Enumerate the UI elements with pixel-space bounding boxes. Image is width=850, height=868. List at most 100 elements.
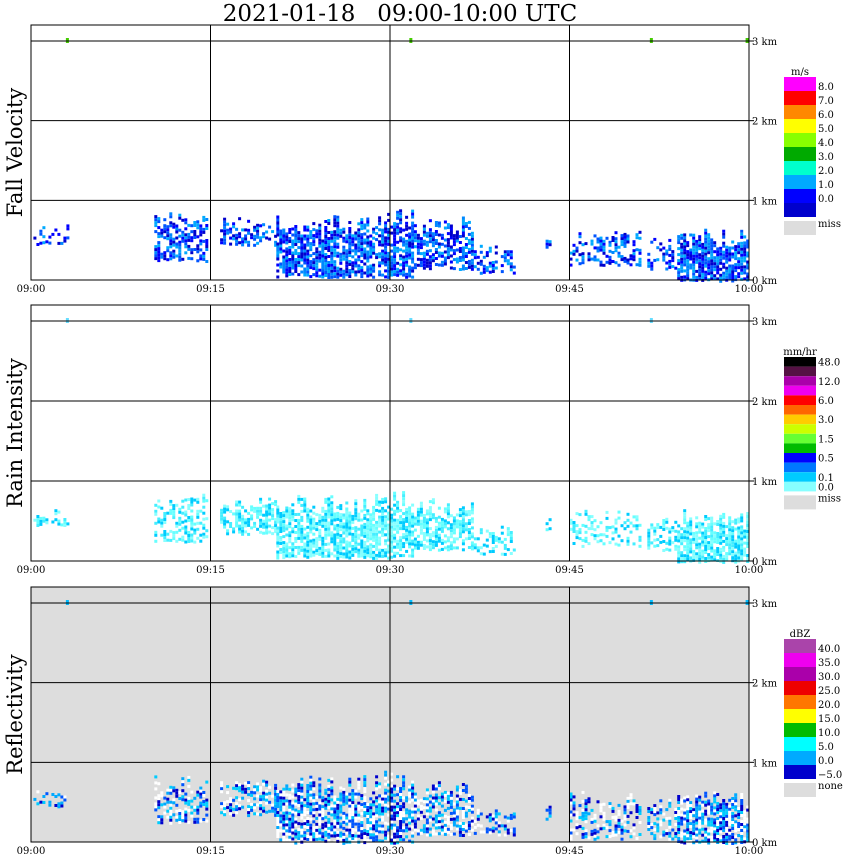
echo-cell [707,553,711,557]
echo-cell [425,791,429,795]
echo-cell [737,550,741,554]
echo-cell [375,529,379,533]
x-tick-label: 09:45 [555,284,584,295]
echo-cell [503,250,507,254]
echo-cell [372,833,376,837]
echo-cell [363,516,367,520]
echo-cell [384,224,388,228]
echo-cell [402,838,406,842]
echo-cell [632,802,636,806]
echo-cell [60,523,64,527]
echo-cell [701,275,705,279]
echo-cell [372,266,376,270]
echo-cell [683,509,687,513]
echo-cell [485,538,489,542]
echo-cell [360,218,364,222]
echo-cell [253,806,257,810]
echo-cell [707,544,711,548]
echo-cell [199,801,203,805]
echo-cell [393,787,397,791]
echo-cell [440,263,444,267]
echo-cell [339,816,343,820]
echo-cell [488,270,492,274]
echo-cell [336,245,340,249]
echo-cell [443,220,447,224]
echo-cell [306,835,310,838]
echo-cell [611,260,615,263]
echo-cell [419,261,423,265]
echo-cell [662,252,666,256]
echo-cell [737,517,741,521]
echo-cell [345,267,349,271]
echo-cell [449,526,453,530]
echo-cell [366,229,370,233]
echo-cell [638,230,642,234]
echo-cell [297,252,301,256]
echo-cell [689,831,693,835]
echo-cell [626,539,630,543]
echo-cell [318,789,322,793]
echo-cell [731,544,735,548]
echo-cell [402,533,406,537]
echo-cell [686,828,690,832]
echo-cell [348,816,352,820]
echo-cell [282,544,286,548]
echo-cell [390,543,394,547]
echo-cell [333,224,337,228]
echo-cell [461,530,465,534]
echo-cell [288,258,292,261]
echo-cell [737,535,741,539]
echo-cell [229,227,233,231]
echo-cell [719,547,723,551]
echo-cell [452,528,456,532]
echo-cell [677,810,681,813]
echo-cell [545,242,549,246]
echo-cell [470,249,474,253]
echo-cell [238,515,242,519]
echo-cell [321,823,325,827]
echo-cell [390,249,394,253]
echo-cell [205,224,209,227]
echo-cell [244,790,248,794]
echo-cell [671,250,675,254]
echo-cell [291,545,295,549]
echo-cell [668,262,672,266]
echo-cell [695,543,699,547]
echo-cell [291,816,295,820]
echo-cell [734,248,738,252]
echo-cell [187,802,191,806]
echo-cell [458,235,462,238]
echo-cell [647,816,651,819]
echo-cell [184,236,188,240]
echo-cell [324,527,328,531]
echo-cell [671,526,675,530]
echo-cell [351,270,355,274]
echo-cell [315,543,319,547]
echo-cell [428,264,432,268]
echo-cell [169,809,173,813]
echo-cell [300,246,304,250]
echo-cell [333,804,337,808]
echo-cell [169,212,173,216]
echo-cell [434,793,438,797]
echo-cell [599,809,603,813]
echo-cell [411,242,415,246]
echo-cell [411,257,415,261]
echo-cell [413,819,417,823]
echo-cell [265,519,269,523]
echo-cell [548,808,552,812]
echo-cell [411,533,415,537]
echo-cell [396,832,400,836]
echo-cell [366,806,370,809]
echo-cell [728,813,732,817]
echo-cell [458,511,462,515]
echo-cell [683,548,687,552]
echo-cell [632,826,636,830]
echo-cell [405,242,409,246]
echo-cell [294,525,298,528]
echo-cell [701,839,705,843]
echo-cell [411,209,415,213]
echo-cell [491,532,495,535]
echo-cell [333,254,337,258]
echo-cell [387,556,391,560]
